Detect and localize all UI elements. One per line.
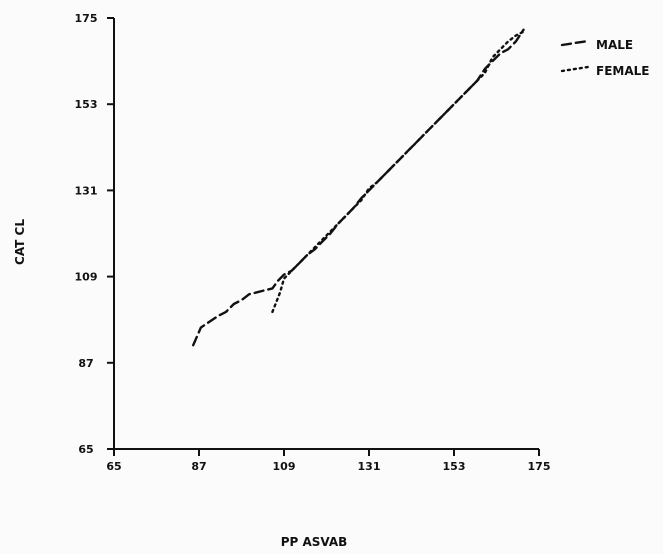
y-tick-label: 65 <box>78 443 93 456</box>
x-tick-label: 65 <box>106 460 121 473</box>
y-tick-label: 153 <box>75 98 98 111</box>
series-layer <box>191 28 525 347</box>
legend-swatch-female <box>560 65 590 73</box>
series-line-male <box>191 28 525 347</box>
y-tick-label: 109 <box>75 271 98 284</box>
legend-label-female: FEMALE <box>596 64 649 78</box>
y-tick-label: 87 <box>78 357 93 370</box>
legend-label-male: MALE <box>596 38 633 52</box>
x-tick-label: 153 <box>443 460 466 473</box>
series-line-female <box>271 30 525 314</box>
x-tick-label: 109 <box>273 460 296 473</box>
x-axis-label: PP ASVAB <box>281 535 348 549</box>
y-axis-label: CAT CL <box>13 219 27 265</box>
legend-swatch-male <box>560 39 590 47</box>
x-tick-label: 87 <box>191 460 206 473</box>
legend: MALE FEMALE <box>560 38 649 78</box>
x-tick-label: 175 <box>528 460 551 473</box>
y-tick-label: 175 <box>75 12 98 25</box>
y-tick-label: 131 <box>75 184 98 197</box>
axes: 65 87 109 131 153 175 65 87 109 131 153 175 <box>75 12 551 473</box>
x-tick-label: 131 <box>358 460 381 473</box>
